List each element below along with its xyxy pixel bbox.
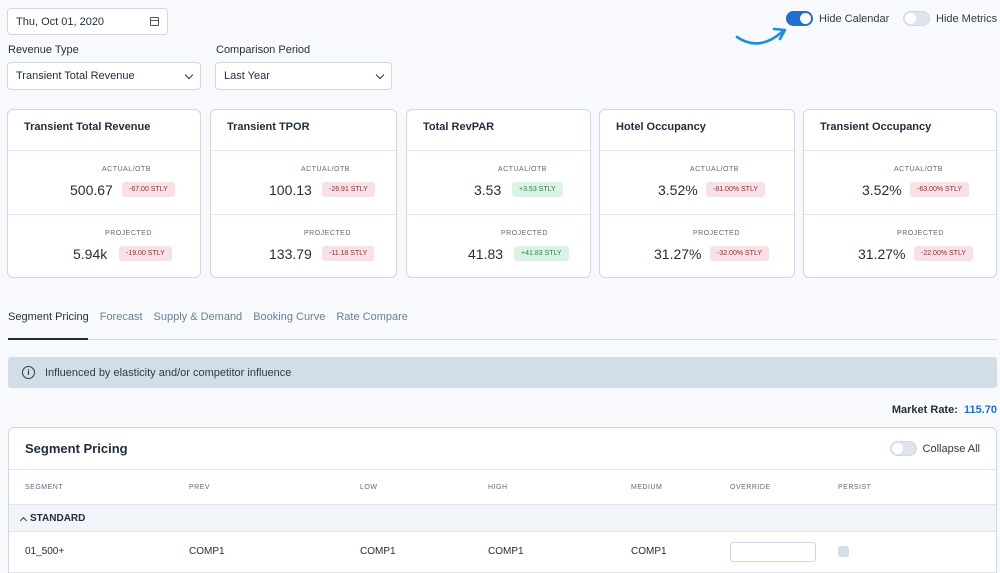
metric-card-transient-occupancy: Transient Occupancy ACTUAL/OTB 3.52% -63… — [803, 109, 997, 278]
divider — [9, 469, 996, 470]
revenue-type-label: Revenue Type — [8, 44, 79, 56]
column-header-medium[interactable]: MEDIUM — [631, 484, 663, 491]
projected-badge: -19.00 STLY — [119, 246, 172, 261]
market-rate: Market Rate: 115.70 — [892, 404, 997, 416]
projected-badge: -22.00% STLY — [914, 246, 974, 261]
column-header-high[interactable]: HIGH — [488, 484, 508, 491]
tab-supply-demand[interactable]: Supply & Demand — [153, 311, 243, 323]
collapse-all-toggle-group[interactable]: Collapse All — [889, 441, 980, 456]
column-header-segment[interactable]: SEGMENT — [25, 484, 64, 491]
metric-title: Transient TPOR — [211, 110, 396, 151]
info-banner-text: Influenced by elasticity and/or competit… — [45, 366, 292, 379]
tab-rate-compare[interactable]: Rate Compare — [336, 311, 408, 323]
column-header-persist[interactable]: PERSIST — [838, 484, 872, 491]
column-header-prev[interactable]: PREV — [189, 484, 211, 491]
hide-calendar-toggle[interactable] — [786, 11, 813, 26]
override-input[interactable] — [730, 542, 816, 562]
column-header-override[interactable]: OVERRIDE — [730, 484, 771, 491]
metric-card-transient-total-revenue: Transient Total Revenue ACTUAL/OTB 500.6… — [7, 109, 201, 278]
actual-value: 3.52% — [862, 182, 902, 198]
group-row-standard[interactable]: STANDARD — [9, 505, 996, 532]
projected-badge: -11.18 STLY — [322, 246, 375, 261]
chevron-down-icon — [184, 70, 194, 79]
chevron-up-icon[interactable] — [19, 516, 28, 524]
projected-badge: +41.83 STLY — [514, 246, 569, 261]
metric-card-transient-tpor: Transient TPOR ACTUAL/OTB 100.13 -26.91 … — [210, 109, 397, 278]
actual-badge: -63.00% STLY — [910, 182, 970, 197]
date-picker[interactable]: Thu, Oct 01, 2020 — [7, 8, 168, 35]
metric-title: Transient Occupancy — [804, 110, 996, 151]
cell-segment: 01_500+ — [25, 546, 65, 557]
tab-divider — [8, 339, 997, 340]
actual-label: ACTUAL/OTB — [894, 166, 943, 173]
projected-label: PROJECTED — [693, 230, 740, 237]
tab-forecast[interactable]: Forecast — [99, 311, 143, 323]
collapse-all-label: Collapse All — [922, 442, 980, 455]
column-header-low[interactable]: LOW — [360, 484, 378, 491]
cell-low: COMP1 — [360, 546, 396, 557]
segment-pricing-panel: Segment Pricing Collapse All SEGMENT PRE… — [8, 427, 997, 573]
revenue-type-select[interactable]: Transient Total Revenue — [7, 62, 201, 90]
tab-booking-curve[interactable]: Booking Curve — [253, 311, 326, 323]
annotation-arrow-icon — [735, 27, 787, 45]
actual-label: ACTUAL/OTB — [102, 166, 151, 173]
metric-card-hotel-occupancy: Hotel Occupancy ACTUAL/OTB 3.52% -81.00%… — [599, 109, 795, 278]
metric-title: Transient Total Revenue — [8, 110, 200, 151]
hide-metrics-toggle-group[interactable]: Hide Metrics — [903, 11, 997, 26]
actual-badge: -26.91 STLY — [322, 182, 375, 197]
projected-badge: -32.00% STLY — [710, 246, 770, 261]
cell-high: COMP1 — [488, 546, 524, 557]
info-icon: i — [22, 366, 35, 379]
tab-segment-pricing[interactable]: Segment Pricing — [8, 311, 89, 323]
projected-label: PROJECTED — [304, 230, 351, 237]
actual-value: 3.52% — [658, 182, 698, 198]
hide-metrics-toggle[interactable] — [903, 11, 930, 26]
actual-value: 3.53 — [474, 182, 502, 198]
revenue-type-value: Transient Total Revenue — [16, 70, 135, 82]
actual-badge: -67.00 STLY — [122, 182, 175, 197]
info-banner: i Influenced by elasticity and/or compet… — [8, 357, 997, 388]
projected-value: 133.79 — [269, 246, 312, 262]
metric-title: Hotel Occupancy — [600, 110, 794, 151]
comparison-period-value: Last Year — [224, 70, 270, 82]
projected-value: 41.83 — [468, 246, 504, 262]
projected-label: PROJECTED — [105, 230, 152, 237]
chevron-down-icon — [375, 70, 385, 79]
cell-medium: COMP1 — [631, 546, 667, 557]
projected-label: PROJECTED — [897, 230, 944, 237]
hide-calendar-label: Hide Calendar — [819, 12, 890, 25]
group-label[interactable]: STANDARD — [19, 513, 86, 524]
hide-calendar-toggle-group[interactable]: Hide Calendar — [786, 11, 889, 26]
segment-pricing-title: Segment Pricing — [25, 441, 128, 456]
comparison-period-label: Comparison Period — [216, 44, 311, 56]
comparison-period-select[interactable]: Last Year — [215, 62, 392, 90]
collapse-all-toggle[interactable] — [889, 441, 917, 456]
tab-bar: Segment Pricing Forecast Supply & Demand… — [8, 311, 408, 323]
projected-value: 5.94k — [73, 246, 108, 262]
active-tab-indicator — [8, 338, 88, 340]
cell-prev: COMP1 — [189, 546, 225, 557]
metric-title: Total RevPAR — [407, 110, 590, 151]
hide-metrics-label: Hide Metrics — [936, 12, 998, 25]
calendar-icon[interactable] — [150, 17, 159, 26]
actual-badge: +3.53 STLY — [512, 182, 563, 197]
actual-badge: -81.00% STLY — [706, 182, 766, 197]
actual-value: 100.13 — [269, 182, 312, 198]
projected-value: 31.27% — [654, 246, 702, 262]
divider — [9, 504, 996, 505]
projected-value: 31.27% — [858, 246, 906, 262]
persist-checkbox[interactable] — [838, 546, 849, 557]
market-rate-label: Market Rate: — [891, 404, 958, 416]
projected-label: PROJECTED — [501, 230, 548, 237]
actual-label: ACTUAL/OTB — [301, 166, 350, 173]
market-rate-value: 115.70 — [963, 404, 997, 416]
date-picker-value: Thu, Oct 01, 2020 — [16, 15, 105, 28]
actual-label: ACTUAL/OTB — [690, 166, 739, 173]
actual-label: ACTUAL/OTB — [498, 166, 547, 173]
group-label-text: STANDARD — [30, 513, 86, 524]
metric-card-total-revpar: Total RevPAR ACTUAL/OTB 3.53 +3.53 STLY … — [406, 109, 591, 278]
actual-value: 500.67 — [70, 182, 113, 198]
